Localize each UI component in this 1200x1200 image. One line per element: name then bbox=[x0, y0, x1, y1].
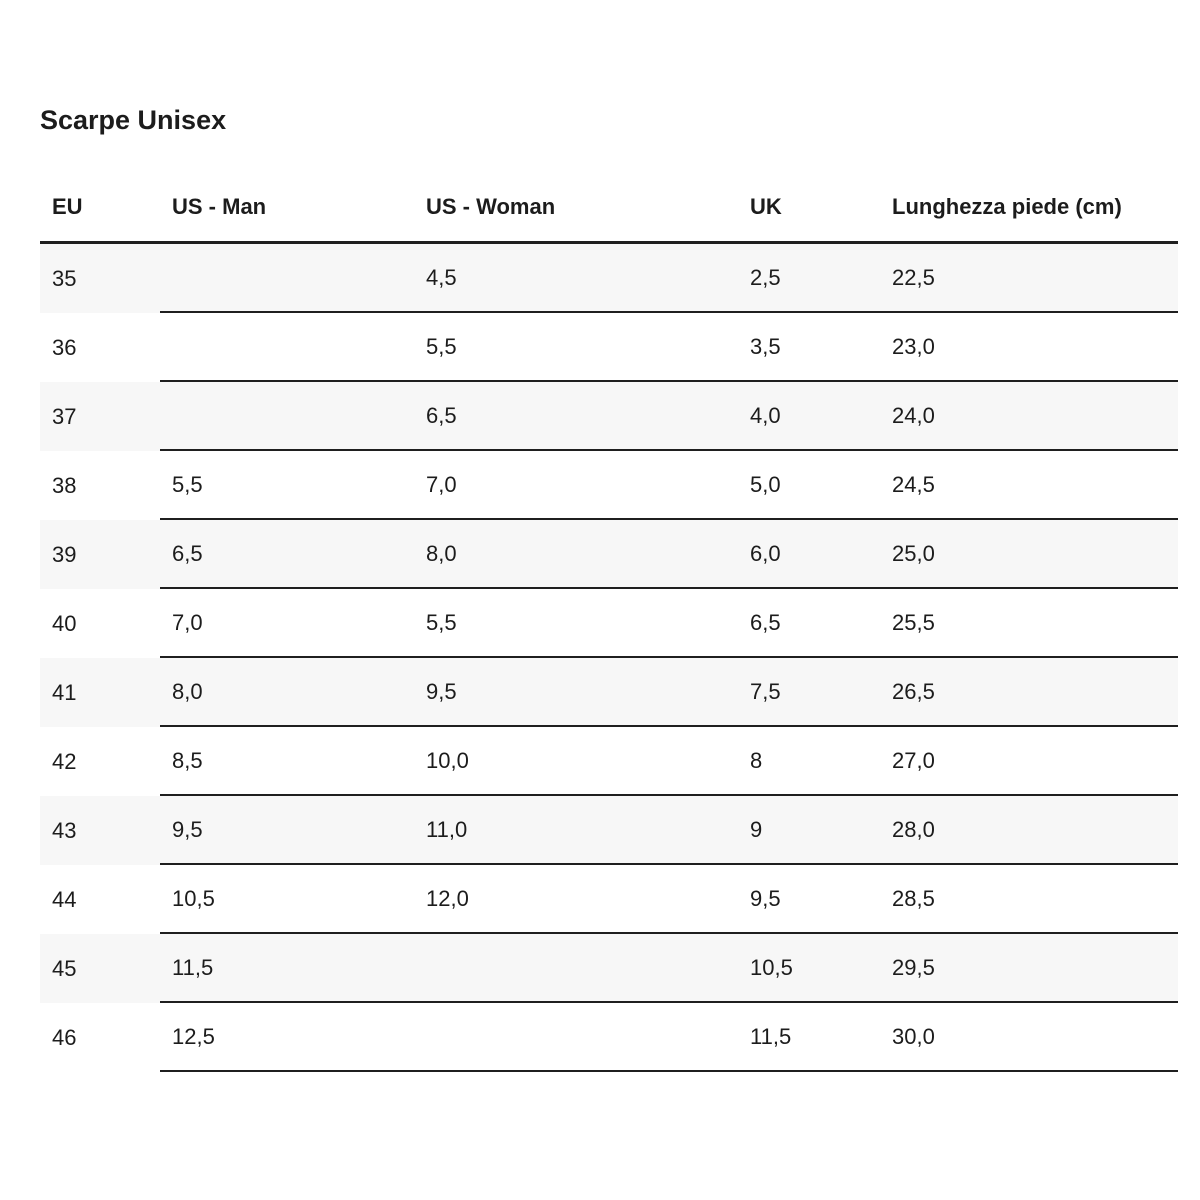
cell-eu: 36 bbox=[52, 334, 77, 360]
table-row: 38 5,5 7,0 5,0 24,5 bbox=[40, 451, 1178, 520]
cell-eu: 38 bbox=[52, 472, 77, 498]
cell-foot-length: 26,5 bbox=[880, 658, 1178, 727]
cell-foot-length: 24,5 bbox=[880, 451, 1178, 520]
cell-uk: 11,5 bbox=[738, 1003, 880, 1072]
table-row: 40 7,0 5,5 6,5 25,5 bbox=[40, 589, 1178, 658]
cell-us-man: 8,0 bbox=[160, 658, 414, 727]
cell-us-woman: 10,0 bbox=[414, 727, 738, 796]
cell-us-woman bbox=[414, 1003, 738, 1072]
cell-eu: 43 bbox=[40, 796, 160, 865]
cell-us-man bbox=[160, 382, 414, 451]
cell-uk: 2,5 bbox=[738, 244, 880, 313]
cell-foot-length: 25,5 bbox=[880, 589, 1178, 658]
cell-us-man bbox=[160, 244, 414, 313]
cell-foot-length: 29,5 bbox=[880, 934, 1178, 1003]
cell-us-woman: 11,0 bbox=[414, 796, 738, 865]
cell-us-woman: 5,5 bbox=[414, 589, 738, 658]
cell-us-man: 5,5 bbox=[160, 451, 414, 520]
cell-us-woman: 12,0 bbox=[414, 865, 738, 934]
cell-us-man: 10,5 bbox=[160, 865, 414, 934]
size-conversion-table: EU US - Man US - Woman UK Lunghezza pied… bbox=[40, 180, 1178, 1072]
cell-us-woman bbox=[414, 934, 738, 1003]
cell-us-man: 6,5 bbox=[160, 520, 414, 589]
cell-eu: 45 bbox=[40, 934, 160, 1003]
cell-us-man bbox=[160, 313, 414, 382]
table-row: 36 5,5 3,5 23,0 bbox=[40, 313, 1178, 382]
table-row: 45 11,5 10,5 29,5 bbox=[40, 934, 1178, 1003]
cell-us-woman: 4,5 bbox=[414, 244, 738, 313]
cell-us-man: 12,5 bbox=[160, 1003, 414, 1072]
table-row: 42 8,5 10,0 8 27,0 bbox=[40, 727, 1178, 796]
col-header-eu: EU bbox=[40, 180, 160, 244]
table-row: 44 10,5 12,0 9,5 28,5 bbox=[40, 865, 1178, 934]
cell-uk: 9 bbox=[738, 796, 880, 865]
cell-eu: 40 bbox=[52, 610, 77, 636]
cell-uk: 9,5 bbox=[738, 865, 880, 934]
cell-eu: 37 bbox=[40, 382, 160, 451]
cell-foot-length: 23,0 bbox=[880, 313, 1178, 382]
cell-eu: 41 bbox=[40, 658, 160, 727]
cell-uk: 3,5 bbox=[738, 313, 880, 382]
col-header-us-man: US - Man bbox=[160, 180, 414, 244]
table-header-row: EU US - Man US - Woman UK Lunghezza pied… bbox=[40, 180, 1178, 244]
table-row: 37 6,5 4,0 24,0 bbox=[40, 382, 1178, 451]
table-row: 35 4,5 2,5 22,5 bbox=[40, 244, 1178, 313]
cell-uk: 5,0 bbox=[738, 451, 880, 520]
cell-us-man: 11,5 bbox=[160, 934, 414, 1003]
cell-uk: 7,5 bbox=[738, 658, 880, 727]
cell-foot-length: 28,0 bbox=[880, 796, 1178, 865]
table-row: 46 12,5 11,5 30,0 bbox=[40, 1003, 1178, 1072]
cell-us-woman: 5,5 bbox=[414, 313, 738, 382]
cell-us-woman: 6,5 bbox=[414, 382, 738, 451]
table-row: 41 8,0 9,5 7,5 26,5 bbox=[40, 658, 1178, 727]
cell-eu: 39 bbox=[40, 520, 160, 589]
page-title: Scarpe Unisex bbox=[40, 105, 227, 135]
cell-foot-length: 22,5 bbox=[880, 244, 1178, 313]
cell-uk: 6,5 bbox=[738, 589, 880, 658]
cell-foot-length: 30,0 bbox=[880, 1003, 1178, 1072]
cell-foot-length: 27,0 bbox=[880, 727, 1178, 796]
col-header-us-woman: US - Woman bbox=[414, 180, 738, 244]
cell-eu: 44 bbox=[52, 886, 77, 912]
cell-eu: 35 bbox=[40, 244, 160, 313]
table-row: 43 9,5 11,0 9 28,0 bbox=[40, 796, 1178, 865]
col-header-foot-length: Lunghezza piede (cm) bbox=[880, 180, 1178, 244]
cell-uk: 6,0 bbox=[738, 520, 880, 589]
cell-uk: 8 bbox=[738, 727, 880, 796]
col-header-uk: UK bbox=[738, 180, 880, 244]
cell-us-man: 7,0 bbox=[160, 589, 414, 658]
cell-us-woman: 9,5 bbox=[414, 658, 738, 727]
cell-eu: 42 bbox=[52, 748, 77, 774]
cell-us-man: 8,5 bbox=[160, 727, 414, 796]
table-row: 39 6,5 8,0 6,0 25,0 bbox=[40, 520, 1178, 589]
cell-foot-length: 25,0 bbox=[880, 520, 1178, 589]
cell-uk: 4,0 bbox=[738, 382, 880, 451]
cell-foot-length: 24,0 bbox=[880, 382, 1178, 451]
cell-uk: 10,5 bbox=[738, 934, 880, 1003]
cell-eu: 46 bbox=[52, 1024, 77, 1050]
cell-us-man: 9,5 bbox=[160, 796, 414, 865]
cell-foot-length: 28,5 bbox=[880, 865, 1178, 934]
cell-us-woman: 7,0 bbox=[414, 451, 738, 520]
cell-us-woman: 8,0 bbox=[414, 520, 738, 589]
